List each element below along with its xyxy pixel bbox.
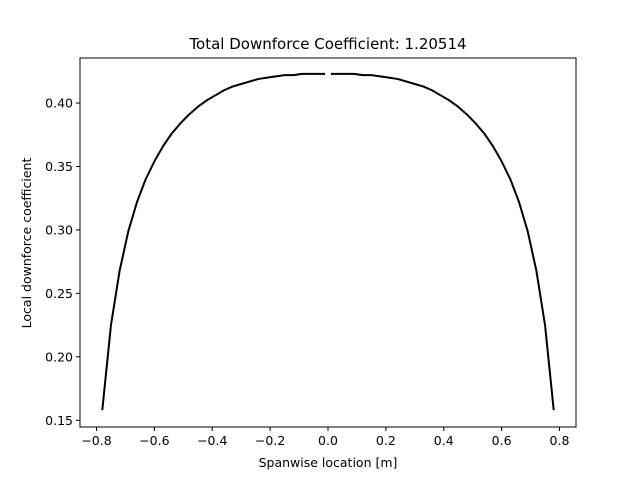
x-tick-label: −0.2 (255, 433, 285, 448)
x-tick-label: 0.0 (318, 433, 338, 448)
x-tick-label: 0.6 (492, 433, 512, 448)
x-tick-label: −0.4 (197, 433, 227, 448)
y-tick-label: 0.40 (45, 96, 73, 111)
y-axis-label: Local downforce coefficient (19, 158, 34, 329)
x-axis-ticks: −0.8 −0.6 −0.4 −0.2 0.0 0.2 0.4 0.6 0.8 (81, 427, 569, 448)
x-tick-label: 0.4 (434, 433, 454, 448)
x-tick-label: −0.6 (139, 433, 169, 448)
series-line-2 (330, 72, 555, 411)
y-tick-label: 0.25 (45, 286, 73, 301)
y-tick-label: 0.20 (45, 349, 73, 364)
chart-title: Total Downforce Coefficient: 1.20514 (188, 35, 466, 53)
plot-lines (101, 72, 555, 411)
plot-frame (79, 57, 577, 428)
x-tick-label: −0.8 (81, 433, 111, 448)
y-tick-label: 0.30 (45, 222, 73, 237)
x-tick-label: 0.8 (550, 433, 570, 448)
x-tick-label: 0.2 (376, 433, 396, 448)
x-axis-label: Spanwise location [m] (259, 455, 398, 470)
y-tick-label: 0.35 (45, 159, 73, 174)
y-tick-label: 0.15 (45, 413, 73, 428)
series-line-1 (101, 72, 326, 411)
y-axis-ticks: 0.15 0.20 0.25 0.30 0.35 0.40 (45, 96, 80, 428)
